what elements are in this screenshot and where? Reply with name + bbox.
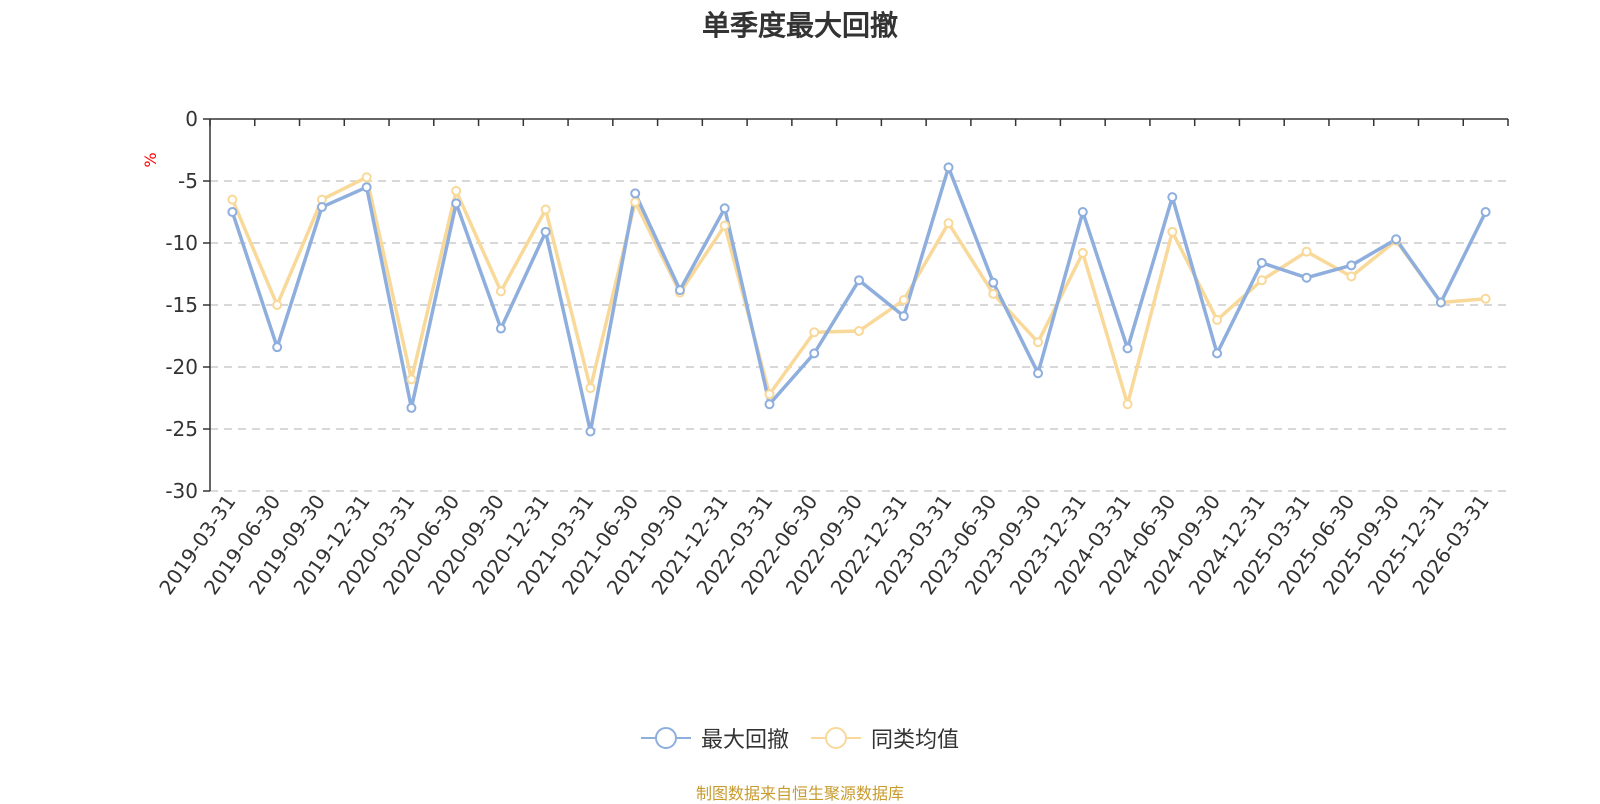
- data-point: [1212, 314, 1223, 325]
- y-tick-label: -10: [165, 231, 198, 255]
- data-point: [854, 326, 864, 337]
- data-point: [406, 374, 417, 385]
- data-point: [988, 288, 999, 299]
- data-point: [943, 218, 954, 229]
- chart-title: 单季度最大回撤: [701, 9, 898, 42]
- data-point: [1033, 368, 1044, 379]
- data-source-footer: 制图数据来自恒生聚源数据库: [695, 784, 904, 803]
- data-point: [585, 426, 596, 437]
- data-point: [809, 348, 820, 359]
- data-point: [451, 185, 462, 196]
- data-point: [1212, 348, 1223, 359]
- axes: [203, 118, 1509, 492]
- legend-marker-max-drawdown: [640, 727, 691, 749]
- data-point: [809, 327, 820, 338]
- data-point: [451, 198, 462, 209]
- data-point: [1167, 226, 1178, 237]
- data-point: [1122, 343, 1133, 354]
- data-point: [854, 275, 864, 286]
- data-point: [1122, 399, 1133, 410]
- data-point: [898, 311, 909, 322]
- data-point: [1167, 192, 1178, 203]
- series-line: [230, 165, 1488, 434]
- data-point: [1301, 272, 1312, 283]
- data-point: [1033, 337, 1044, 348]
- y-tick-label: 0: [185, 107, 198, 131]
- grid-lines: [210, 180, 1508, 492]
- data-point: [719, 203, 730, 214]
- data-point: [674, 285, 685, 296]
- data-point: [227, 194, 238, 205]
- data-point: [1256, 257, 1267, 268]
- data-point: [406, 402, 417, 413]
- data-point: [764, 389, 775, 400]
- data-point: [585, 383, 596, 394]
- data-point: [1480, 293, 1491, 304]
- data-point: [898, 295, 909, 306]
- data-point: [719, 220, 730, 231]
- data-point: [272, 300, 283, 310]
- y-axis-label: %: [141, 152, 160, 167]
- data-point: [1391, 234, 1402, 245]
- data-point: [630, 197, 641, 208]
- legend-item-max-drawdown[interactable]: 最大回撤: [640, 722, 789, 754]
- legend-item-peer-average[interactable]: 同类均值: [811, 722, 959, 754]
- data-point: [1077, 207, 1088, 217]
- data-point: [361, 182, 372, 193]
- series-lines: [227, 162, 1491, 437]
- data-point: [630, 188, 641, 199]
- data-point: [495, 286, 506, 297]
- data-point: [1435, 297, 1446, 308]
- data-point: [227, 207, 238, 217]
- data-point: [764, 399, 775, 410]
- data-point: [272, 342, 283, 353]
- data-point: [943, 162, 954, 173]
- y-tick-label: -20: [165, 355, 198, 379]
- legend-label-max-drawdown: 最大回撤: [700, 728, 789, 753]
- data-point: [1480, 207, 1491, 217]
- data-point: [1077, 247, 1088, 258]
- data-point: [361, 172, 372, 183]
- data-point: [1346, 271, 1357, 282]
- data-point: [495, 323, 506, 334]
- y-tick-label: -30: [165, 479, 198, 503]
- y-tick-label: -15: [165, 293, 198, 317]
- data-point: [316, 202, 327, 213]
- data-point: [540, 226, 551, 237]
- x-tick-labels: 2019-03-312019-06-302019-09-302019-12-31…: [154, 490, 1494, 599]
- data-point: [1301, 246, 1312, 257]
- y-tick-label: -25: [165, 417, 198, 441]
- data-point: [540, 204, 551, 215]
- y-tick-label: -5: [178, 169, 198, 193]
- legend: 最大回撤 同类均值: [0, 722, 1600, 754]
- legend-label-peer-average: 同类均值: [871, 728, 960, 753]
- legend-marker-peer-average: [811, 727, 861, 749]
- data-point: [988, 277, 999, 288]
- data-point: [1256, 275, 1267, 286]
- data-point: [1346, 260, 1357, 271]
- y-tick-labels: 0 -5 -10 -15 -20 -25 -30: [165, 107, 198, 503]
